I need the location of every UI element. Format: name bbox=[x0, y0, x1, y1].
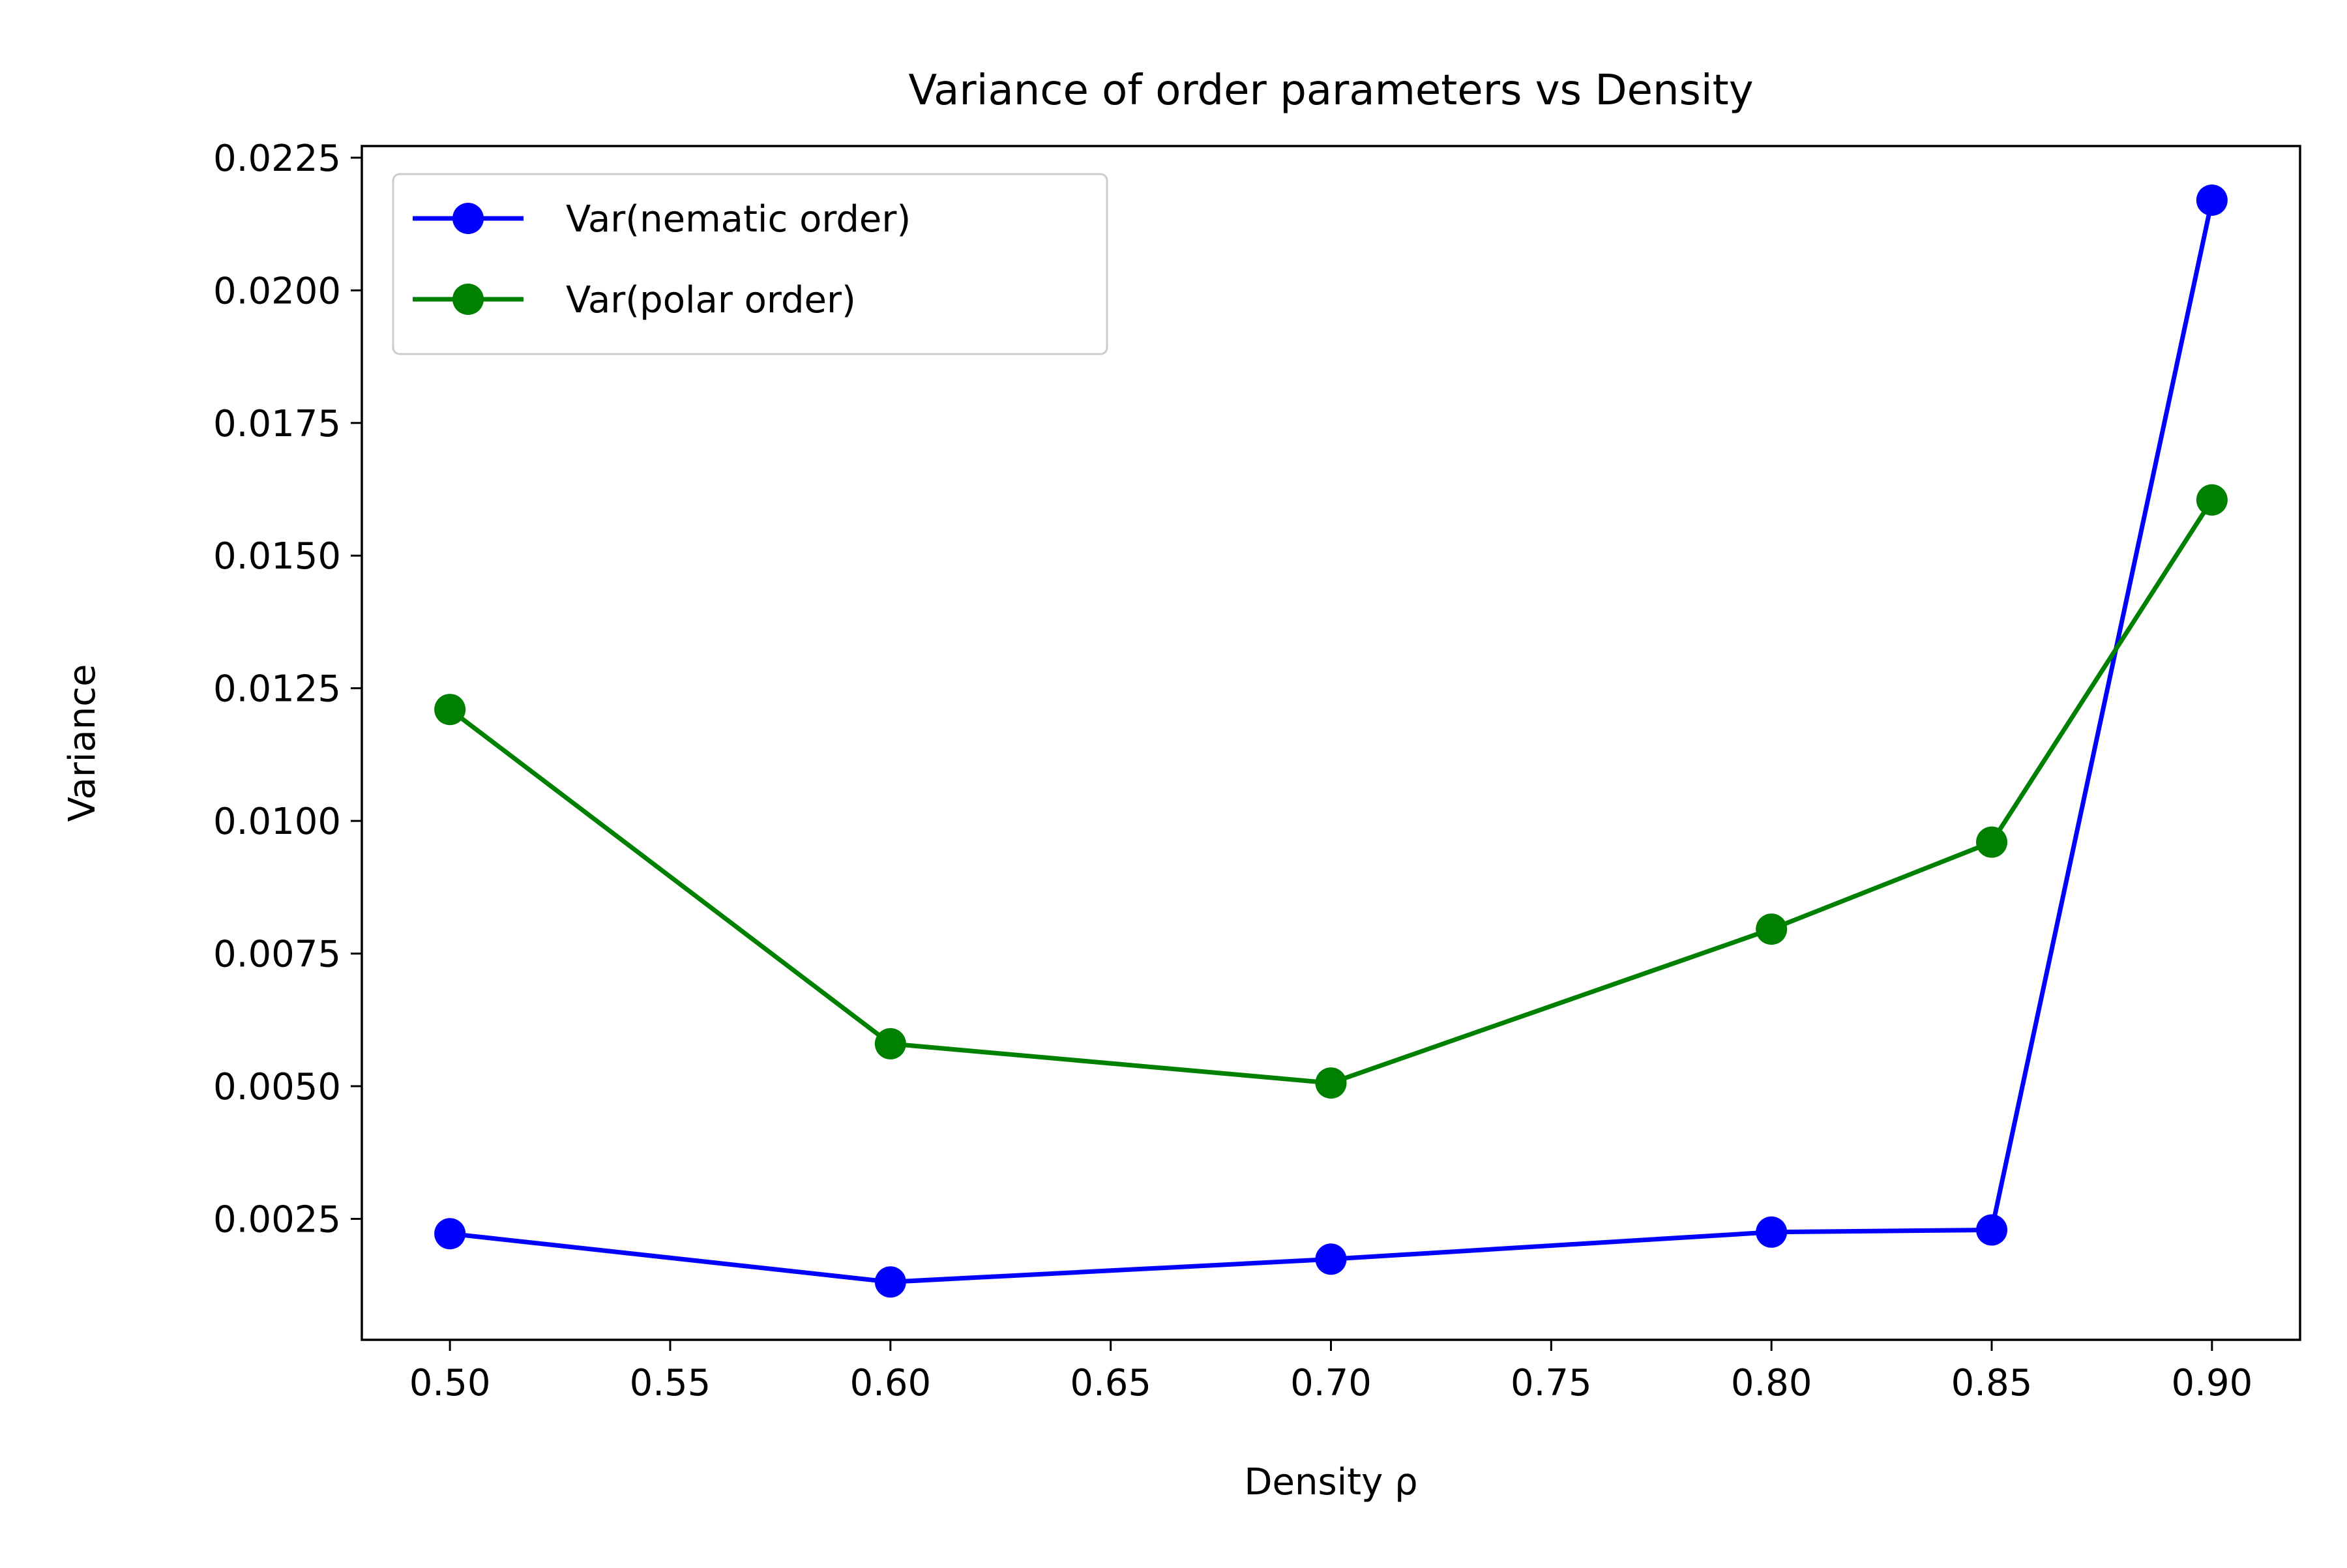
series-layer bbox=[434, 185, 2228, 1298]
x-axis-label: Density ρ bbox=[1244, 1461, 1417, 1503]
data-point bbox=[1756, 913, 1788, 945]
y-axis-label: Variance bbox=[61, 664, 104, 822]
y-tick-label: 0.0225 bbox=[213, 138, 341, 180]
data-point bbox=[1976, 826, 2008, 858]
x-tick-label: 0.60 bbox=[849, 1362, 931, 1404]
x-tick-label: 0.90 bbox=[2172, 1362, 2253, 1404]
data-point bbox=[434, 694, 466, 726]
x-tick-label: 0.80 bbox=[1731, 1362, 1812, 1404]
data-point bbox=[1976, 1214, 2008, 1246]
data-point bbox=[1315, 1243, 1347, 1275]
legend-item: Var(polar order) bbox=[413, 279, 856, 321]
data-point bbox=[1315, 1067, 1347, 1099]
y-axis: 0.0025 0.0050 0.0075 0.0100 0.0125 0.0150 0.01… bbox=[213, 138, 362, 1241]
data-point bbox=[874, 1028, 906, 1059]
chart-title: Variance of order parameters vs Density bbox=[908, 67, 1753, 115]
legend-item: Var(nematic order) bbox=[413, 198, 911, 241]
x-tick-label: 0.65 bbox=[1070, 1362, 1151, 1404]
legend-marker bbox=[452, 284, 484, 315]
y-tick-label: 0.0100 bbox=[213, 801, 341, 843]
y-tick-label: 0.0200 bbox=[213, 270, 341, 312]
x-tick-label: 0.55 bbox=[630, 1362, 711, 1404]
y-tick-label: 0.0050 bbox=[213, 1066, 341, 1108]
x-tick-label: 0.70 bbox=[1290, 1362, 1372, 1404]
data-point bbox=[2196, 484, 2228, 516]
series-line bbox=[448, 498, 2214, 1086]
legend-box bbox=[392, 173, 1108, 355]
y-tick-label: 0.0150 bbox=[213, 535, 341, 578]
x-tick-label: 0.75 bbox=[1511, 1362, 1592, 1404]
y-tick-label: 0.0125 bbox=[213, 668, 341, 711]
x-tick-label: 0.85 bbox=[1951, 1362, 2033, 1404]
data-point bbox=[434, 1218, 466, 1250]
legend: Var(nematic order) Var(polar order) bbox=[392, 173, 1108, 355]
series-1 bbox=[434, 185, 2228, 1298]
data-point bbox=[2196, 185, 2228, 216]
data-point bbox=[874, 1266, 906, 1298]
x-tick-label: 0.50 bbox=[409, 1362, 491, 1404]
series-line bbox=[449, 200, 2215, 1284]
legend-label: Var(nematic order) bbox=[566, 198, 911, 241]
y-tick-label: 0.0025 bbox=[213, 1198, 341, 1241]
legend-marker bbox=[452, 203, 484, 234]
y-tick-label: 0.0075 bbox=[213, 934, 341, 976]
series-2 bbox=[434, 484, 2228, 1099]
data-point bbox=[1756, 1216, 1788, 1248]
legend-label: Var(polar order) bbox=[566, 279, 856, 321]
x-axis: 0.50 0.55 0.60 0.65 0.70 0.75 0.80 0.85 0.90 bbox=[409, 1340, 2252, 1404]
y-tick-label: 0.0175 bbox=[213, 403, 341, 445]
